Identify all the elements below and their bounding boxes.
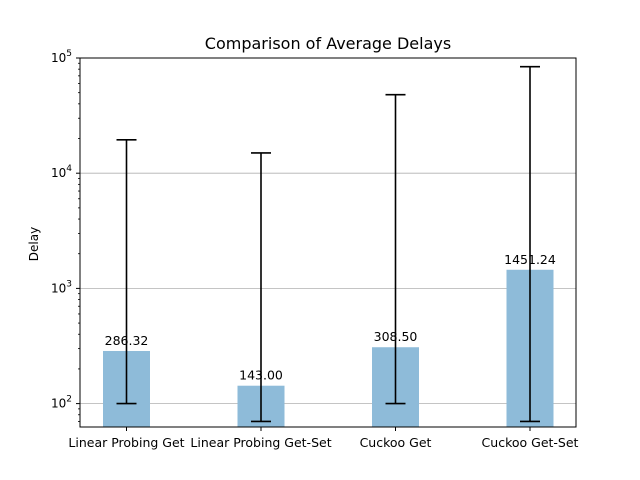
value-labels: 286.32 143.00 308.50 1451.24 [105,252,556,383]
value-label: 143.00 [239,368,283,383]
error-bars [116,65,540,423]
y-tick-exponent: 5 [66,49,72,59]
y-axis: 102 103 104 105 [51,49,80,422]
y-tick-exponent: 4 [66,164,72,174]
value-label: 308.50 [374,329,418,344]
x-tick-label: Cuckoo Get [360,435,432,450]
value-label: 1451.24 [504,252,556,267]
y-tick-exponent: 3 [66,279,72,289]
chart-title: Comparison of Average Delays [205,34,451,53]
y-tick-label: 104 [51,164,72,180]
y-tick-label: 102 [51,395,72,411]
y-axis-label: Delay [27,227,41,261]
grid-lines [80,57,576,405]
y-tick-label: 105 [51,49,72,65]
x-tick-label: Linear Probing Get [68,435,184,450]
y-tick-label: 103 [51,279,72,295]
plot-frame [79,57,577,428]
y-tick-exponent: 2 [66,395,72,405]
x-tick-label: Cuckoo Get-Set [482,435,579,450]
value-label: 286.32 [105,333,149,348]
x-tick-label: Linear Probing Get-Set [190,435,331,450]
x-axis: Linear Probing Get Linear Probing Get-Set… [68,427,579,450]
